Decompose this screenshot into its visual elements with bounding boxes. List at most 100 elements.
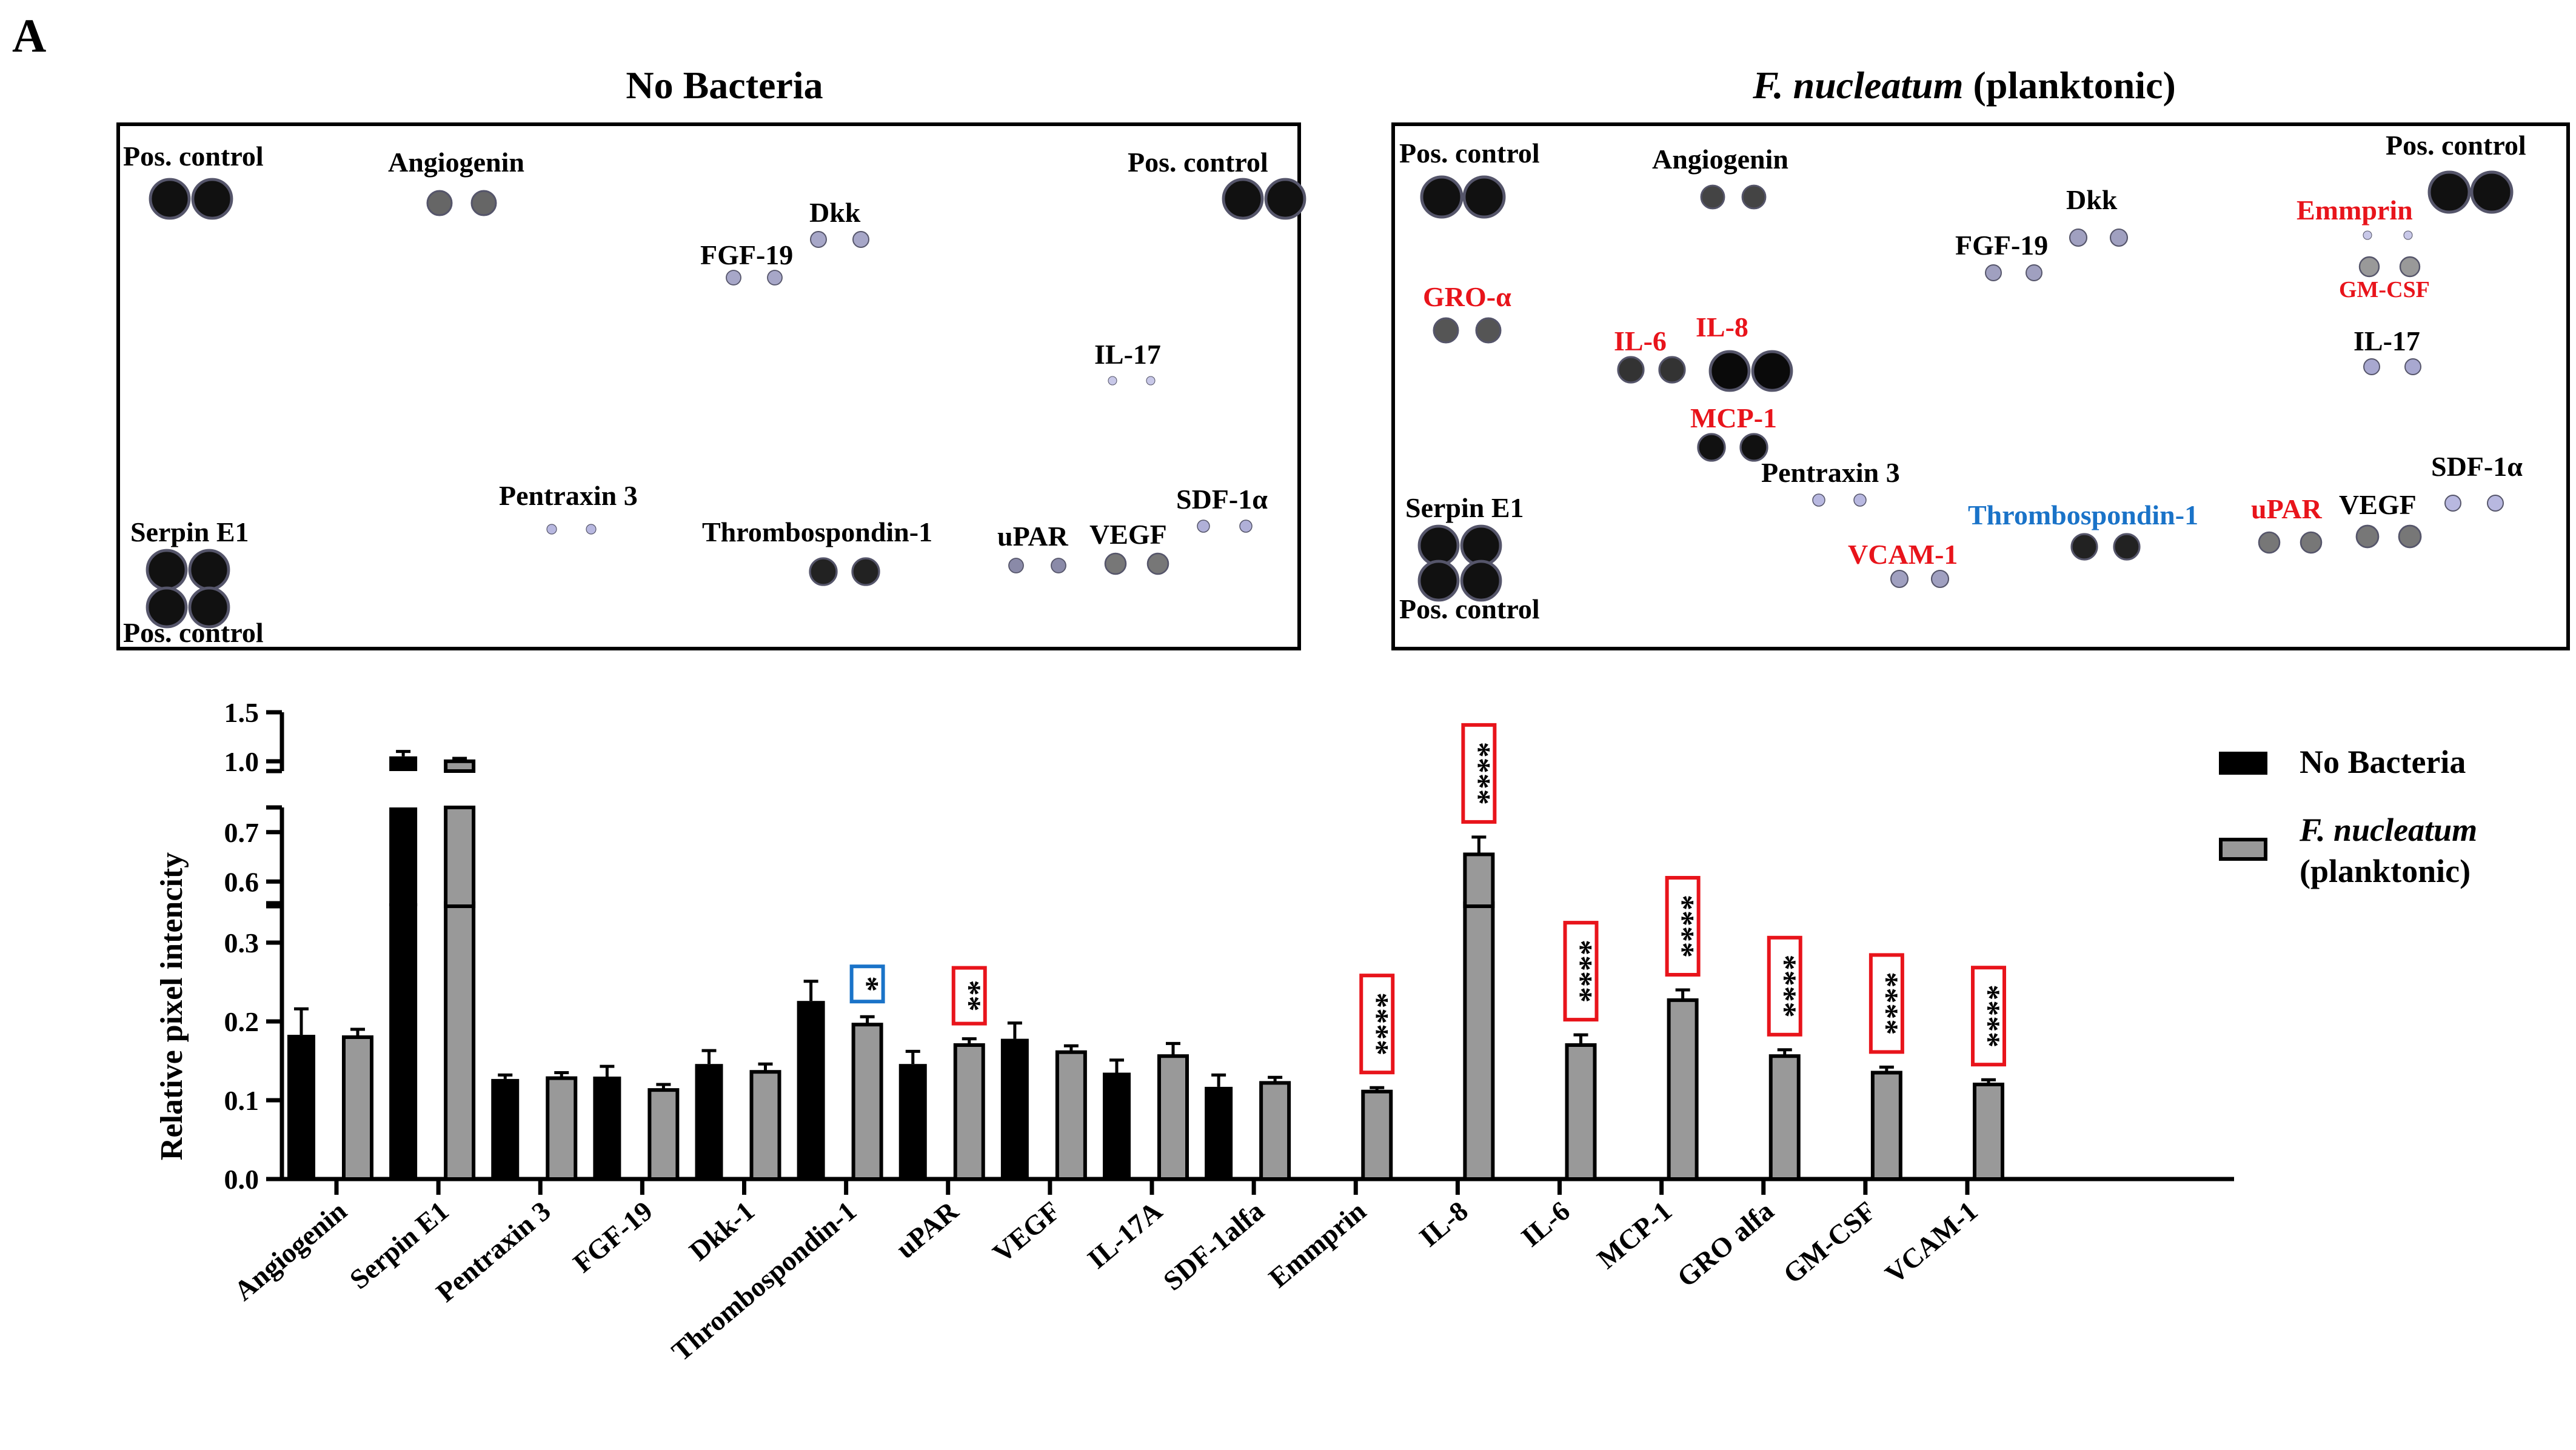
blot-spot (2109, 228, 2129, 247)
x-tick-label: IL-6 (1516, 1195, 1576, 1253)
bar (898, 1064, 927, 1179)
blot-f-nucleatum: F. nucleatum (planktonic) Pos. control A… (1391, 64, 2570, 650)
blot-spot (809, 557, 838, 586)
bar (1055, 1050, 1087, 1181)
significance-box (1461, 723, 1497, 824)
blot-spot (1051, 558, 1066, 573)
bar (342, 1035, 373, 1181)
blot-label: IL-17 (2354, 326, 2420, 356)
blot-spot (2398, 524, 2422, 549)
blot-spot (1741, 184, 1767, 210)
x-tick-label: Thrombospondin-1 (666, 1195, 862, 1367)
y-tick-label: 0.3 (224, 927, 259, 958)
blot-spot (1222, 178, 1264, 220)
significance-label: **** (1767, 955, 1802, 1018)
legend-swatch-no-bacteria (2219, 752, 2267, 775)
bar (1463, 901, 1495, 1181)
blot-label: Pentraxin 3 (499, 480, 638, 511)
blot-spot (2258, 531, 2281, 554)
blot-spot (1462, 175, 1506, 219)
y-tick-label: 1.5 (224, 697, 259, 728)
significance-label: **** (1360, 992, 1394, 1055)
blot-dots (146, 178, 1306, 629)
x-tick-label: GM-CSF (1778, 1195, 1882, 1290)
bar (444, 806, 476, 908)
blot-label: Thrombospondin-1 (1968, 499, 2198, 530)
blot-label: uPAR (997, 521, 1068, 552)
blot-spot (1739, 433, 1768, 462)
blot-label: FGF-19 (1955, 230, 2048, 261)
x-tick-label: uPAR (890, 1195, 965, 1265)
significance-box (951, 966, 987, 1026)
blot-label: IL-8 (1696, 312, 1748, 342)
bar (389, 756, 418, 771)
legend-label-f-nucleatum: F. nucleatum (2299, 812, 2477, 848)
legend-swatch-f-nucleatum (2219, 838, 2267, 861)
blot-spot (2113, 533, 2141, 561)
blot-labels: Pos. control Angiogenin Pos. control Dkk… (1399, 130, 2526, 624)
x-tick-label: SDF-1alfa (1157, 1195, 1270, 1297)
blot-spot (2363, 230, 2372, 240)
y-axis-label: Relative pixel intencity (155, 852, 189, 1160)
significance-box (849, 964, 885, 1004)
blot-label: Angiogenin (388, 147, 524, 178)
panel-label: A (12, 9, 46, 62)
significance-label: ** (952, 980, 986, 1012)
blot-label: VEGF (2339, 489, 2417, 520)
significance-box (1563, 921, 1599, 1022)
blot-spot (426, 190, 453, 216)
blot-label: Emmprin (2297, 195, 2413, 226)
significance-marks: * ** ******************** **** **** (849, 723, 2006, 1075)
significance-box (1359, 974, 1395, 1075)
blot-label: Pos. control (123, 141, 264, 172)
blot-label: Serpin E1 (130, 516, 249, 547)
blot-no-bacteria: No Bacteria Pos. control Angiogenin Dkk … (116, 64, 1306, 650)
blot-spot (1239, 520, 1253, 533)
bar (797, 1001, 825, 1179)
blot-spot (146, 586, 188, 629)
bar (389, 807, 418, 906)
blot-spot (2403, 230, 2413, 240)
blot-spot (1420, 175, 1464, 219)
x-tick-label: VEGF (987, 1195, 1066, 1269)
blot-label: VCAM-1 (1848, 539, 1958, 570)
blot-label: Dkk (2066, 184, 2118, 215)
blot-dots (1417, 170, 2514, 602)
significance-label: **** (1665, 895, 1700, 958)
blot-spot (2355, 524, 2380, 549)
significance-box (1971, 966, 2006, 1067)
bar (389, 903, 418, 1179)
blot-label: Thrombospondin-1 (702, 516, 932, 547)
bar (1870, 1071, 1902, 1181)
y-tick-label: 0.6 (224, 866, 259, 897)
blot-title-plain: No Bacteria (626, 64, 823, 107)
blot-spot (149, 178, 191, 220)
blot-spot (726, 270, 741, 286)
x-tick-label: IL-17A (1082, 1195, 1168, 1275)
blot-label: MCP-1 (1690, 403, 1777, 433)
bar (1157, 1054, 1189, 1181)
blot-label: Dkk (809, 197, 861, 228)
blot-spot (1417, 524, 1460, 567)
blot-spot (1617, 356, 1645, 384)
blot-spot (1146, 376, 1156, 386)
blot-spot (1853, 493, 1867, 507)
blot-spot (2404, 358, 2421, 375)
bar (1463, 852, 1495, 909)
blot-spot (1812, 493, 1825, 507)
legend-label-planktonic: (planktonic) (2300, 853, 2471, 889)
significance-box (1665, 876, 1701, 977)
blot-spot (2399, 256, 2421, 278)
blot-spot (1658, 356, 1686, 384)
blot-spot (2069, 228, 2088, 247)
bar (1973, 1083, 2004, 1181)
blot-title: F. nucleatum (planktonic) (1752, 64, 2176, 107)
blot-labels: Pos. control Angiogenin Dkk FGF-19 Pos. … (123, 141, 1268, 648)
blot-spot (1008, 558, 1024, 573)
legend-label-no-bacteria: No Bacteria (2300, 744, 2466, 780)
legend: No Bacteria F. nucleatum (planktonic) (2219, 744, 2477, 889)
bar (491, 1078, 520, 1179)
blot-spot (1146, 552, 1169, 575)
blot-spot (1700, 184, 1725, 210)
